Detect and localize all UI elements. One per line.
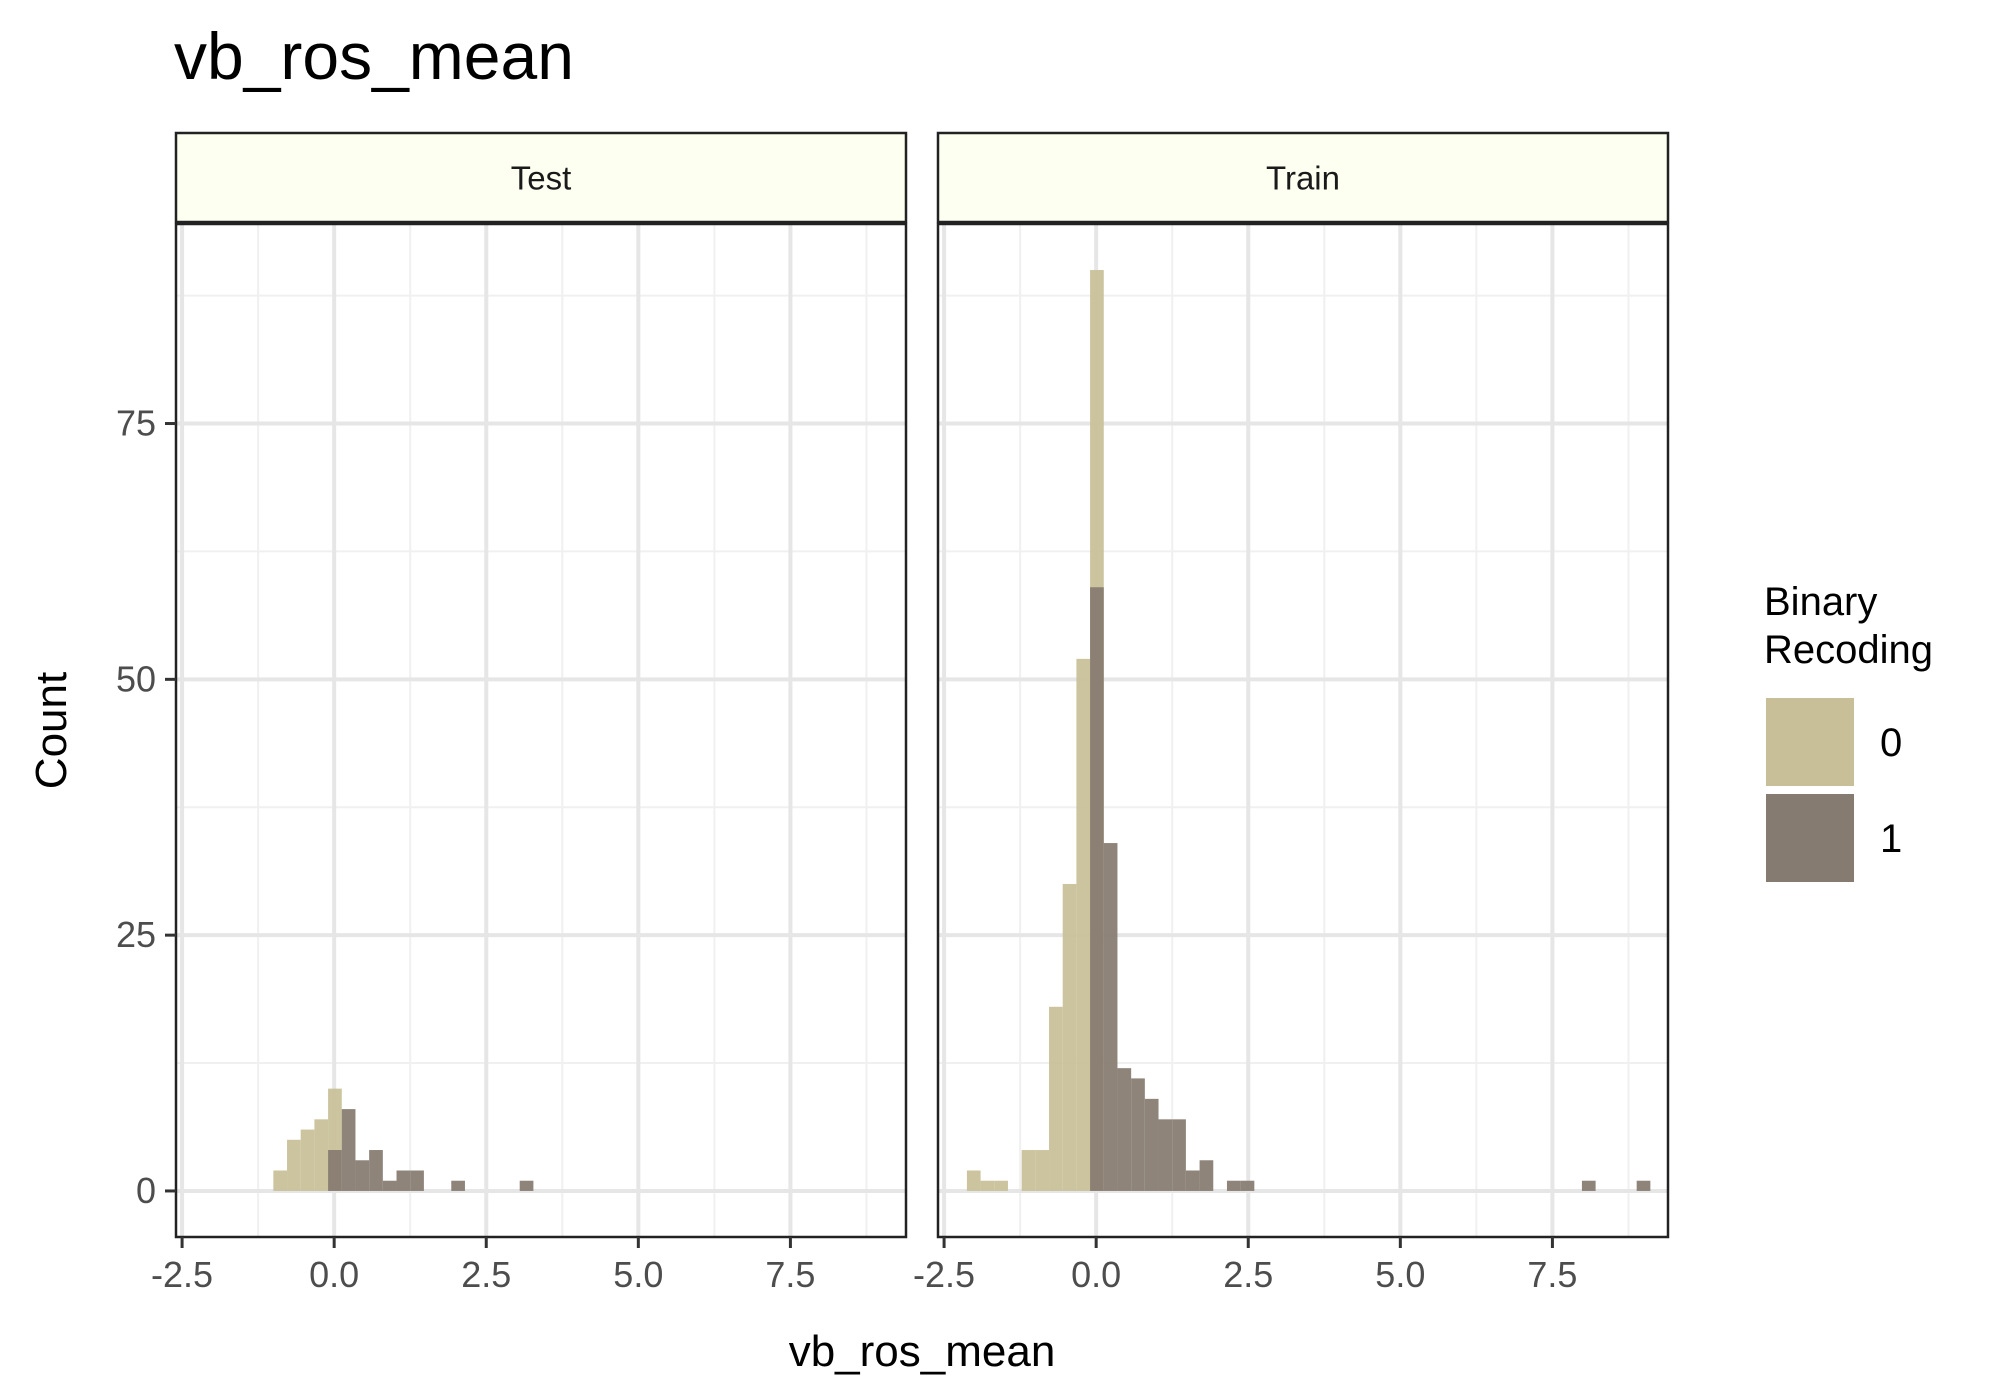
train-bar-series-0: [1035, 1150, 1050, 1191]
legend-key-0: [1766, 698, 1854, 786]
train-bar-series-1: [1581, 1180, 1596, 1191]
train-bar-series-1: [1172, 1119, 1186, 1191]
test-bar-series-0: [273, 1170, 288, 1191]
train-bar-series-0: [966, 1170, 981, 1191]
legend-label-0: 0: [1880, 721, 1902, 765]
y-tick-label: 0: [136, 1170, 156, 1211]
test-x-tick-label: 2.5: [461, 1254, 511, 1295]
legend-label-1: 1: [1880, 817, 1902, 861]
test-x-tick-label: 0.0: [309, 1254, 359, 1295]
test-x-tick-label: 7.5: [765, 1254, 815, 1295]
train-bar-series-1: [1226, 1180, 1241, 1191]
train-x-tick-label: 5.0: [1375, 1254, 1425, 1295]
y-tick-label: 75: [116, 403, 156, 444]
test-strip: [174, 131, 908, 224]
y-axis-title: Count: [27, 672, 76, 789]
test-bar-series-1: [355, 1160, 370, 1191]
train-bar-series-1: [1117, 1068, 1132, 1191]
train-bar-series-0: [1021, 1150, 1036, 1191]
train-bar-series-0: [994, 1180, 1008, 1191]
train-bar-series-1: [1185, 1170, 1200, 1191]
y-tick-label: 50: [116, 658, 156, 699]
train-x-tick-label: 0.0: [1071, 1254, 1121, 1295]
legend-key-1: [1766, 794, 1854, 882]
test-bar-series-1: [451, 1180, 465, 1191]
train-panel-border: [936, 222, 1670, 1239]
train-x-tick-label: 2.5: [1223, 1254, 1273, 1295]
test-panel-border: [174, 222, 908, 1239]
test-bar-series-1: [410, 1170, 424, 1191]
test-bar-series-0: [314, 1119, 329, 1191]
train-x-tick-label: -2.5: [913, 1254, 975, 1295]
legend-title: Recoding: [1764, 628, 1933, 672]
test-bar-series-1: [341, 1109, 356, 1191]
train-bar-series-1: [1240, 1180, 1255, 1191]
train-strip: [936, 131, 1670, 224]
chart-title: vb_ros_mean: [174, 19, 574, 93]
x-axis-title: vb_ros_mean: [789, 1327, 1056, 1376]
legend-title: Binary: [1764, 580, 1877, 624]
train-bar-series-1: [1103, 843, 1118, 1191]
test-bar-series-0: [287, 1139, 301, 1191]
test-plot-background: [176, 224, 906, 1237]
train-bar-series-1: [1144, 1098, 1159, 1191]
train-bar-series-1: [1131, 1078, 1145, 1191]
train-plot-background: [938, 224, 1668, 1237]
test-x-tick-label: 5.0: [613, 1254, 663, 1295]
y-tick-label: 25: [116, 914, 156, 955]
test-bar-series-1: [328, 1150, 342, 1191]
train-bar-series-0: [1062, 883, 1077, 1191]
test-bar-series-1: [382, 1180, 397, 1191]
train-bar-series-1: [1636, 1180, 1651, 1191]
train-bar-series-1: [1090, 587, 1104, 1191]
train-bar-series-0: [980, 1180, 995, 1191]
test-x-tick-label: -2.5: [151, 1254, 213, 1295]
train-x-tick-label: 7.5: [1527, 1254, 1577, 1295]
test-bar-series-1: [519, 1180, 534, 1191]
train-bar-series-1: [1158, 1119, 1173, 1191]
train-bar-series-0: [1049, 1006, 1063, 1191]
facet-label-test: Test: [511, 160, 572, 197]
facet-label-train: Train: [1266, 160, 1340, 197]
train-bar-series-0: [1076, 658, 1091, 1191]
train-bar-series-1: [1199, 1160, 1214, 1191]
test-bar-series-1: [396, 1170, 411, 1191]
test-bar-series-1: [369, 1150, 383, 1191]
test-bar-series-0: [300, 1129, 315, 1191]
